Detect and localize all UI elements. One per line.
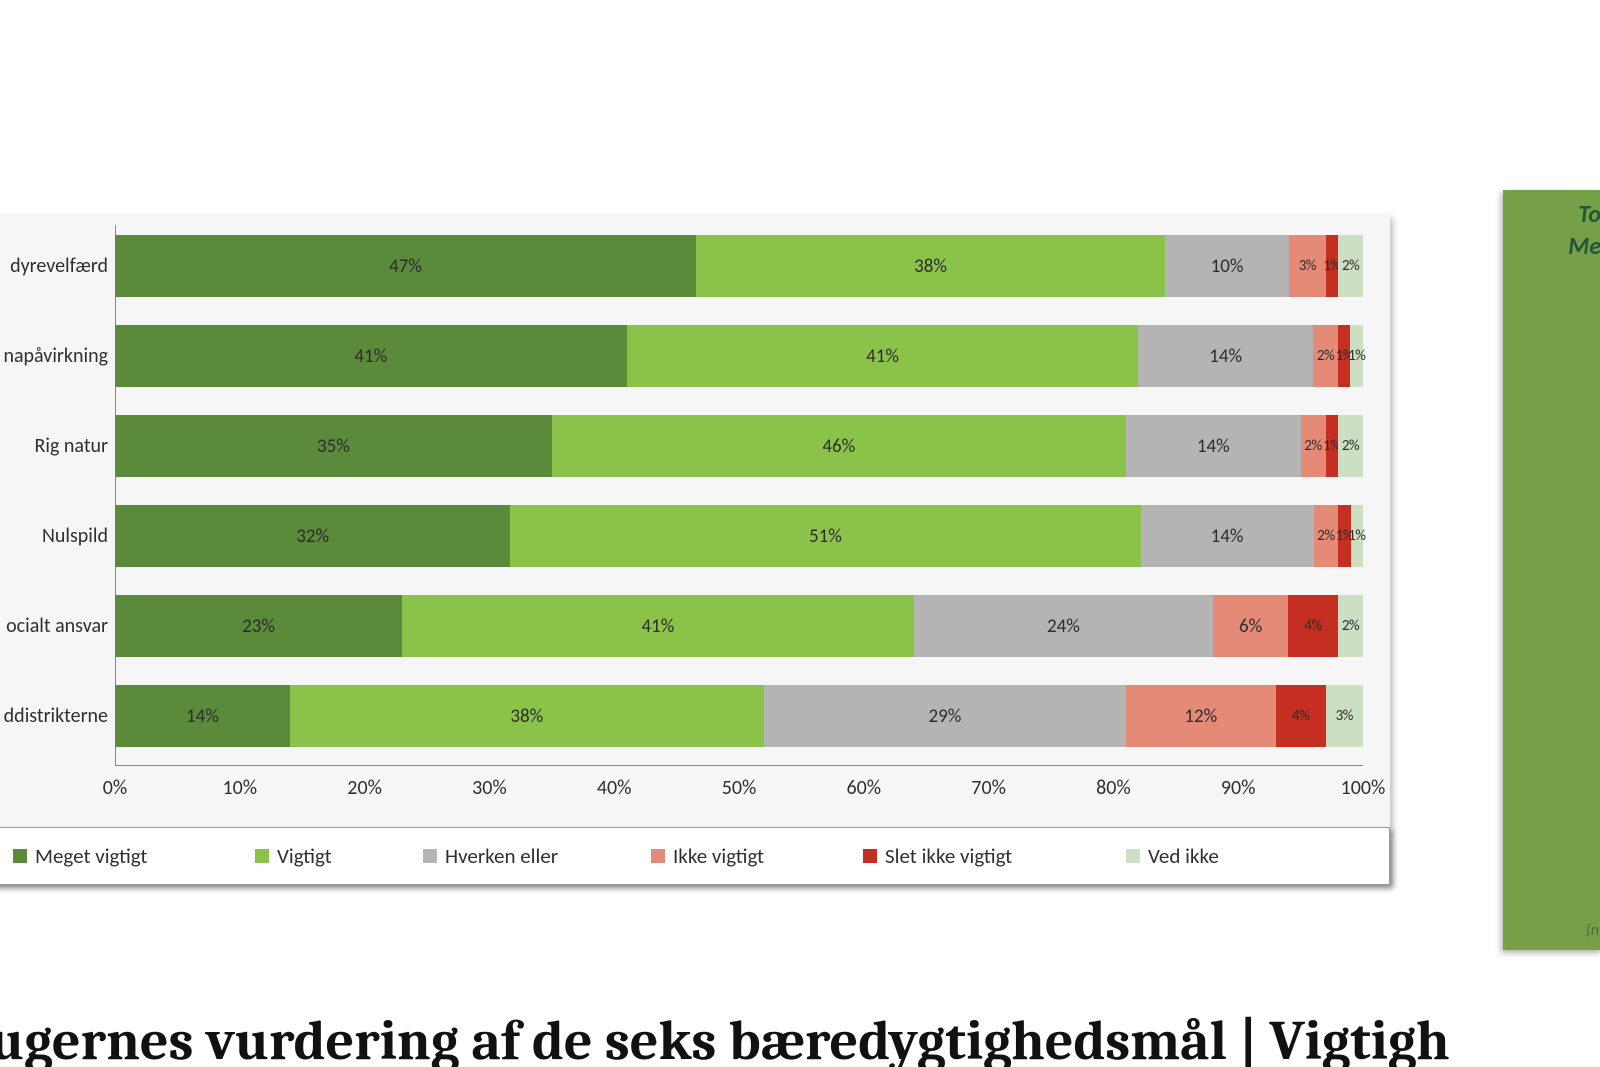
category-label: napåvirkning <box>0 325 114 387</box>
bar-segment: 41% <box>627 325 1139 387</box>
stacked-bar: 47%38%10%3%1%2% <box>115 235 1363 297</box>
page-title: ugernes vurdering af de seks bæredygtigh… <box>0 1009 1450 1067</box>
bar-segment: 32% <box>115 505 510 567</box>
bar-segment: 1% <box>1326 415 1338 477</box>
x-axis-line <box>115 765 1363 766</box>
sidebox-footnote: (n <box>1586 921 1599 940</box>
x-tick-label: 100% <box>1341 776 1386 800</box>
bar-segment: 14% <box>1141 505 1314 567</box>
bar-row: Rig natur35%46%14%2%1%2% <box>115 415 1363 477</box>
bar-segment: 47% <box>115 235 696 297</box>
x-tick-label: 20% <box>347 776 382 800</box>
bar-row: dyrevelfærd47%38%10%3%1%2% <box>115 235 1363 297</box>
category-label: ocialt ansvar <box>0 595 114 657</box>
stacked-bar: 23%41%24%6%4%2% <box>115 595 1363 657</box>
bar-segment: 38% <box>290 685 764 747</box>
bar-segment: 38% <box>696 235 1166 297</box>
bar-segment: 1% <box>1350 325 1362 387</box>
bar-segment: 12% <box>1126 685 1276 747</box>
stacked-bar: 35%46%14%2%1%2% <box>115 415 1363 477</box>
bar-segment: 14% <box>1138 325 1313 387</box>
legend: Meget vigtigt Vigtigt Hverken eller Ikke vi… <box>0 827 1390 885</box>
category-label: ddistrikterne <box>0 685 114 747</box>
category-label: Rig natur <box>0 415 114 477</box>
bar-segment: 46% <box>552 415 1126 477</box>
legend-item: Slet ikke vigtigt <box>863 843 1012 869</box>
x-tick-label: 60% <box>847 776 882 800</box>
legend-swatch <box>423 849 437 863</box>
bar-segment: 4% <box>1288 595 1338 657</box>
plot-area: dyrevelfærd47%38%10%3%1%2%napåvirkning41… <box>115 225 1363 765</box>
bar-row: ddistrikterne14%38%29%12%4%3% <box>115 685 1363 747</box>
x-tick-label: 0% <box>103 776 127 800</box>
bar-segment: 23% <box>115 595 402 657</box>
x-tick-label: 70% <box>971 776 1006 800</box>
bar-segment: 3% <box>1289 235 1326 297</box>
legend-item: Ikke vigtigt <box>651 843 764 869</box>
bar-segment: 2% <box>1338 235 1363 297</box>
bar-segment: 41% <box>115 325 627 387</box>
x-tick-label: 10% <box>223 776 258 800</box>
bar-segment: 1% <box>1351 505 1363 567</box>
bar-row: Nulspild32%51%14%2%1%1% <box>115 505 1363 567</box>
bar-segment: 2% <box>1338 415 1363 477</box>
bar-segment: 2% <box>1314 505 1339 567</box>
bar-segment: 3% <box>1326 685 1363 747</box>
legend-swatch <box>13 849 27 863</box>
bar-segment: 51% <box>510 505 1140 567</box>
bar-row: napåvirkning41%41%14%2%1%1% <box>115 325 1363 387</box>
bar-segment: 2% <box>1301 415 1326 477</box>
bar-segment: 35% <box>115 415 552 477</box>
bar-segment: 2% <box>1338 595 1363 657</box>
x-tick-label: 50% <box>722 776 757 800</box>
stacked-bar: 32%51%14%2%1%1% <box>115 505 1363 567</box>
chart-panel: dyrevelfærd47%38%10%3%1%2%napåvirkning41… <box>0 215 1390 885</box>
stacked-bar: 41%41%14%2%1%1% <box>115 325 1363 387</box>
x-tick-label: 90% <box>1221 776 1256 800</box>
bar-segment: 4% <box>1276 685 1326 747</box>
bar-segment: 24% <box>914 595 1214 657</box>
legend-item: Vigtigt <box>255 843 332 869</box>
bar-segment: 14% <box>115 685 290 747</box>
legend-item: Ved ikke <box>1126 843 1219 869</box>
sidebox-line1: To <box>1578 200 1600 229</box>
legend-item: Hverken eller <box>423 843 558 869</box>
bar-segment: 14% <box>1126 415 1301 477</box>
legend-swatch <box>651 849 665 863</box>
bar-segment: 41% <box>402 595 914 657</box>
legend-label: Vigtigt <box>277 843 332 869</box>
legend-label: Hverken eller <box>445 843 558 869</box>
legend-label: Meget vigtigt <box>35 843 147 869</box>
bar-row: ocialt ansvar23%41%24%6%4%2% <box>115 595 1363 657</box>
legend-swatch <box>1126 849 1140 863</box>
sidebox-line2: Me <box>1568 232 1600 261</box>
x-tick-label: 80% <box>1096 776 1131 800</box>
stacked-bar: 14%38%29%12%4%3% <box>115 685 1363 747</box>
legend-swatch <box>863 849 877 863</box>
legend-label: Slet ikke vigtigt <box>885 843 1012 869</box>
x-axis: 0%10%20%30%40%50%60%70%80%90%100% <box>115 770 1363 800</box>
legend-swatch <box>255 849 269 863</box>
legend-item: Meget vigtigt <box>13 843 147 869</box>
bar-segment: 10% <box>1165 235 1289 297</box>
x-tick-label: 30% <box>472 776 507 800</box>
category-label: Nulspild <box>0 505 114 567</box>
bar-segment: 1% <box>1326 235 1338 297</box>
bar-segment: 29% <box>764 685 1126 747</box>
summary-sidebox: To Me (n <box>1503 190 1600 950</box>
x-tick-label: 40% <box>597 776 632 800</box>
legend-label: Ikke vigtigt <box>673 843 764 869</box>
legend-label: Ved ikke <box>1148 843 1219 869</box>
category-label: dyrevelfærd <box>0 235 114 297</box>
bar-segment: 2% <box>1313 325 1338 387</box>
bar-segment: 6% <box>1213 595 1288 657</box>
